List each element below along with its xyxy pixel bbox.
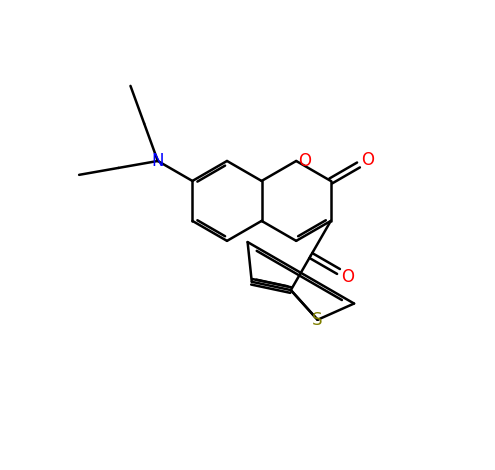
Text: N: N <box>151 152 164 170</box>
Text: O: O <box>361 151 374 169</box>
Text: O: O <box>341 267 354 286</box>
Text: O: O <box>298 152 311 170</box>
Text: S: S <box>312 311 323 329</box>
